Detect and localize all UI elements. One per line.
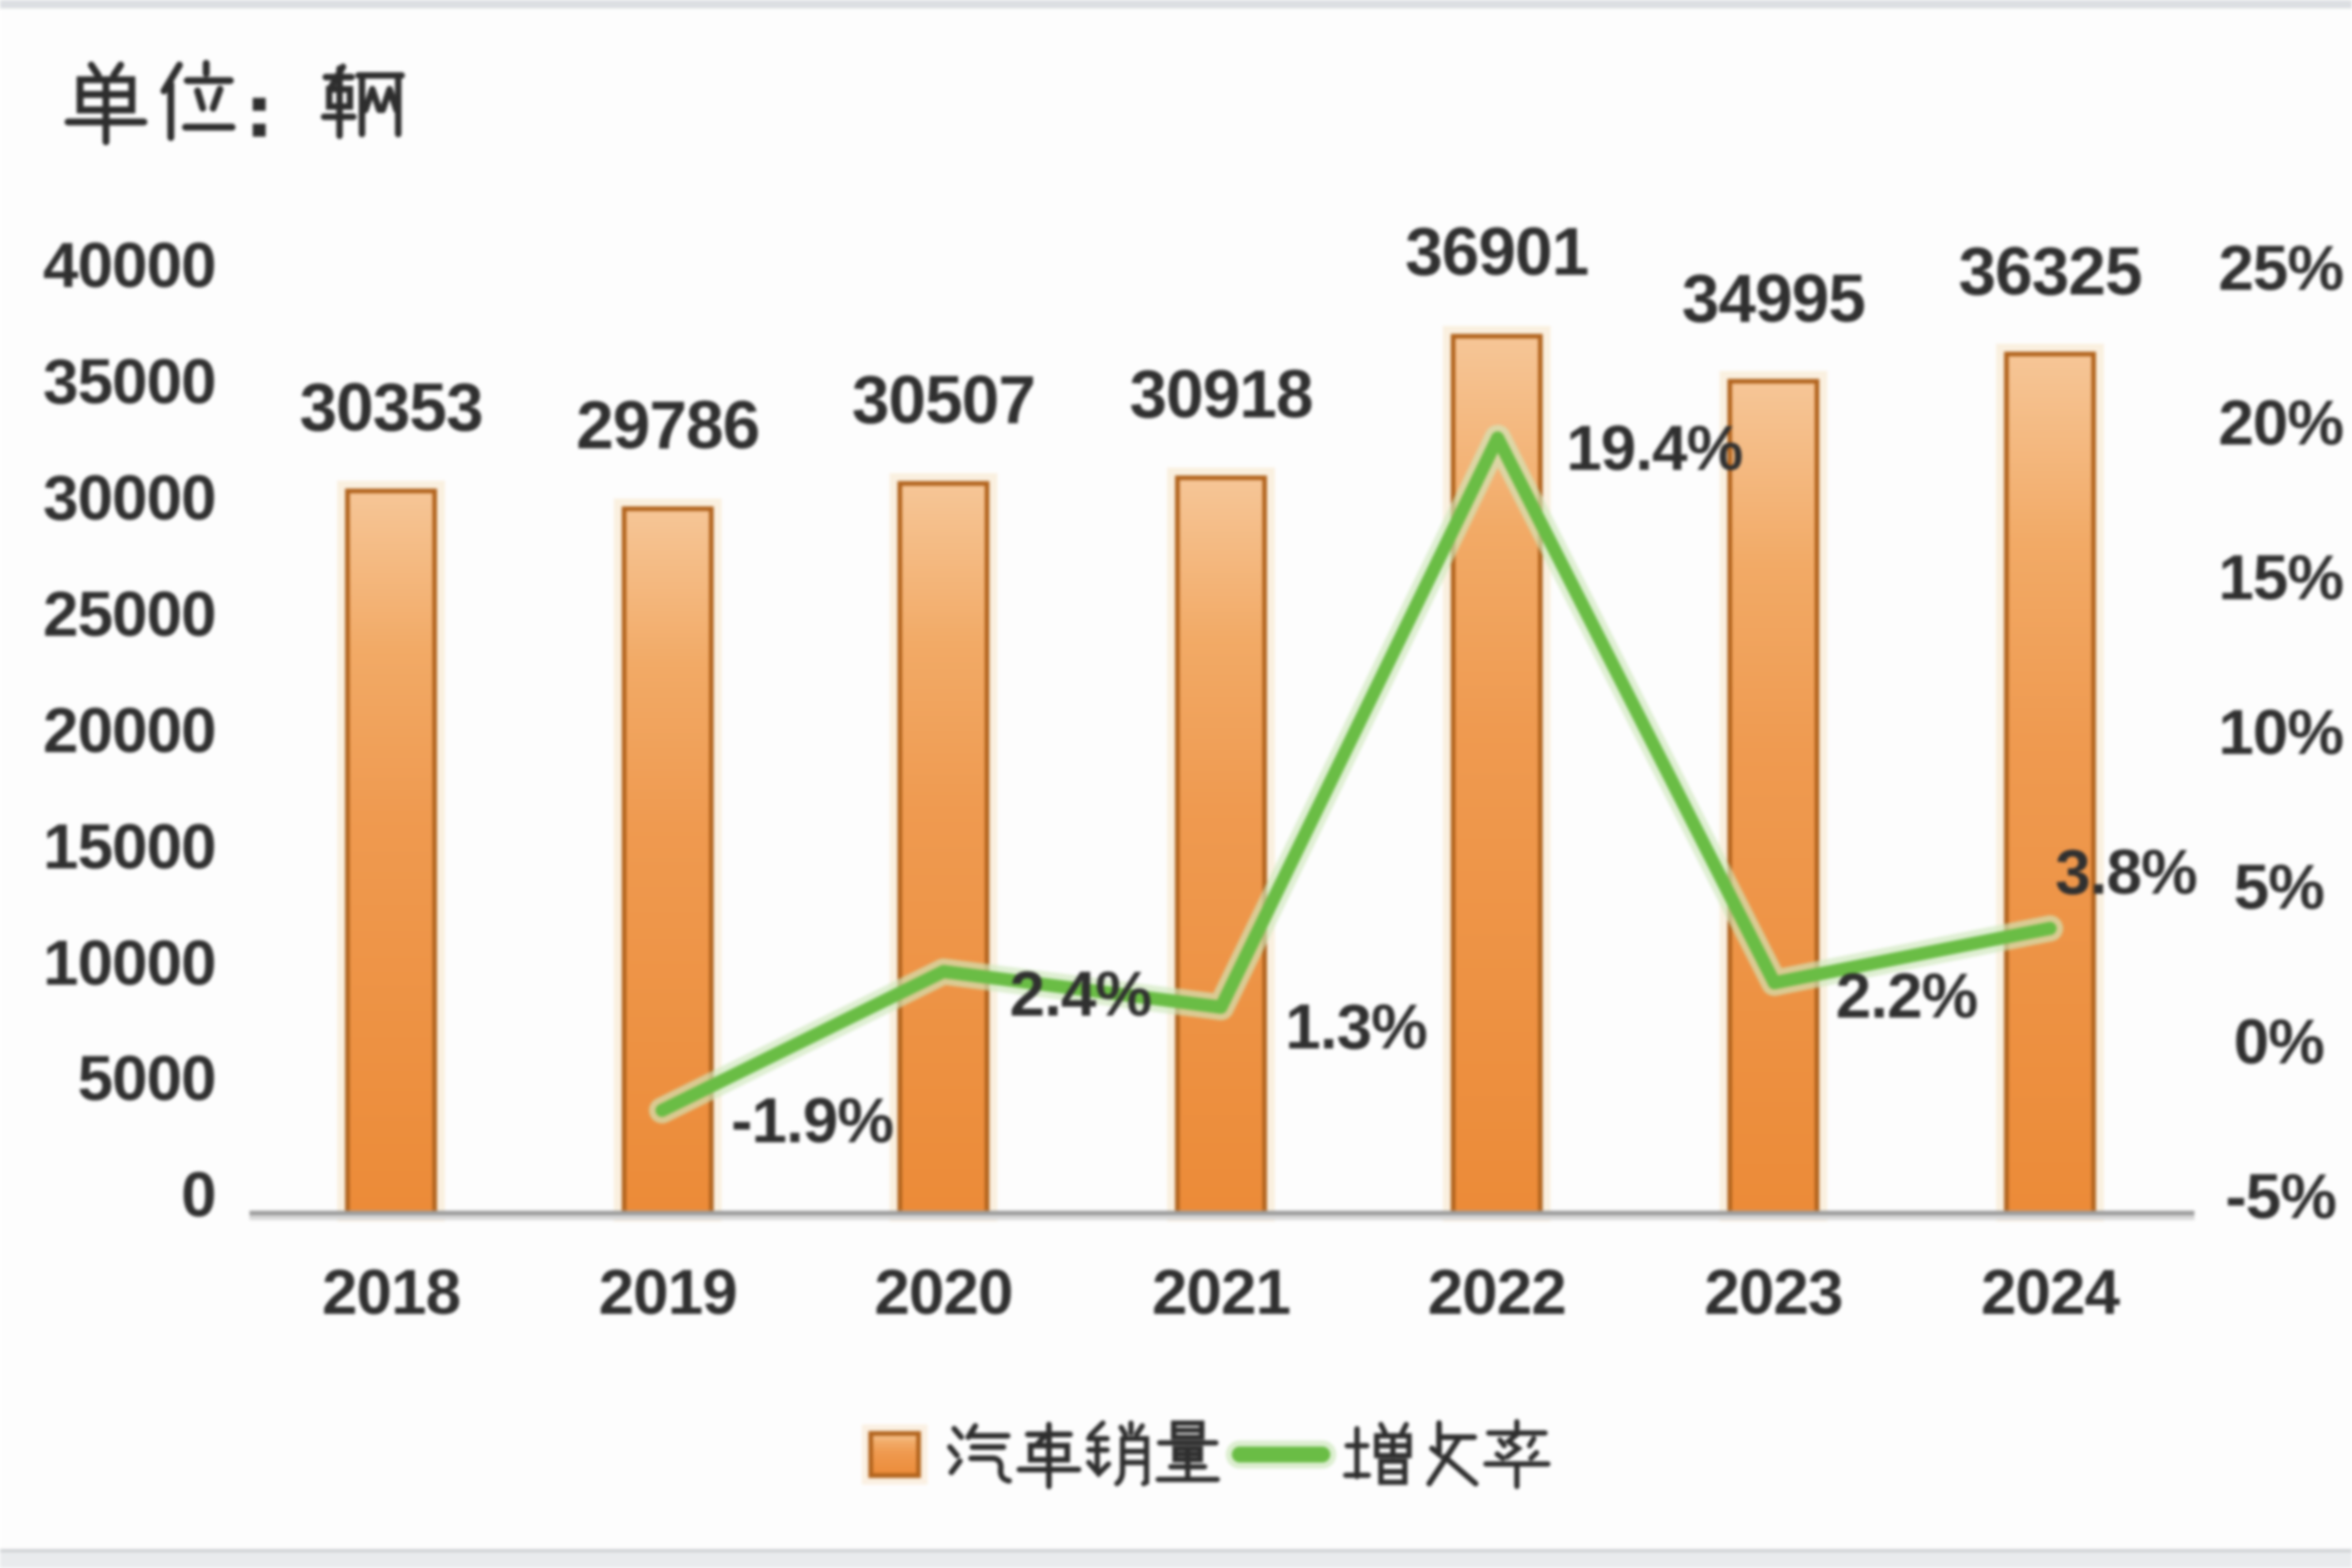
svg-text:0: 0	[181, 1159, 216, 1230]
svg-text:25000: 25000	[43, 579, 216, 650]
svg-text:-5%: -5%	[2225, 1161, 2336, 1232]
svg-text:36901: 36901	[1405, 215, 1588, 290]
svg-text:10000: 10000	[43, 927, 216, 999]
svg-text:30918: 30918	[1129, 357, 1312, 432]
svg-text:29786: 29786	[576, 388, 759, 463]
svg-text:25%: 25%	[2218, 233, 2343, 304]
svg-text:15%: 15%	[2218, 542, 2343, 613]
svg-text:2020: 2020	[874, 1257, 1012, 1328]
svg-text:5000: 5000	[78, 1043, 216, 1114]
svg-text:5%: 5%	[2234, 852, 2324, 923]
svg-text:2021: 2021	[1152, 1257, 1289, 1328]
svg-text:2022: 2022	[1427, 1257, 1565, 1328]
svg-text:40000: 40000	[43, 230, 216, 301]
svg-text:36325: 36325	[1958, 234, 2141, 309]
svg-text:2018: 2018	[322, 1257, 460, 1328]
svg-text:30000: 30000	[43, 462, 216, 534]
svg-text:34995: 34995	[1681, 262, 1864, 337]
svg-text:20000: 20000	[43, 695, 216, 766]
svg-text:20%: 20%	[2218, 387, 2343, 459]
svg-text:-1.9%: -1.9%	[731, 1085, 894, 1156]
svg-text:2019: 2019	[598, 1257, 736, 1328]
svg-text:35000: 35000	[43, 346, 216, 417]
svg-text:3.8%: 3.8%	[2056, 837, 2197, 908]
svg-text:2.4%: 2.4%	[1010, 958, 1152, 1030]
svg-text:0%: 0%	[2234, 1006, 2324, 1078]
svg-text:30353: 30353	[299, 370, 482, 445]
svg-text:30507: 30507	[852, 363, 1034, 438]
svg-text:2023: 2023	[1704, 1257, 1842, 1328]
svg-text:10%: 10%	[2218, 697, 2343, 768]
svg-text:1.3%: 1.3%	[1286, 991, 1427, 1063]
svg-text:2024: 2024	[1981, 1257, 2119, 1328]
svg-text:2.2%: 2.2%	[1836, 960, 1978, 1032]
svg-text:19.4%: 19.4%	[1566, 413, 1742, 484]
svg-text:15000: 15000	[43, 811, 216, 882]
